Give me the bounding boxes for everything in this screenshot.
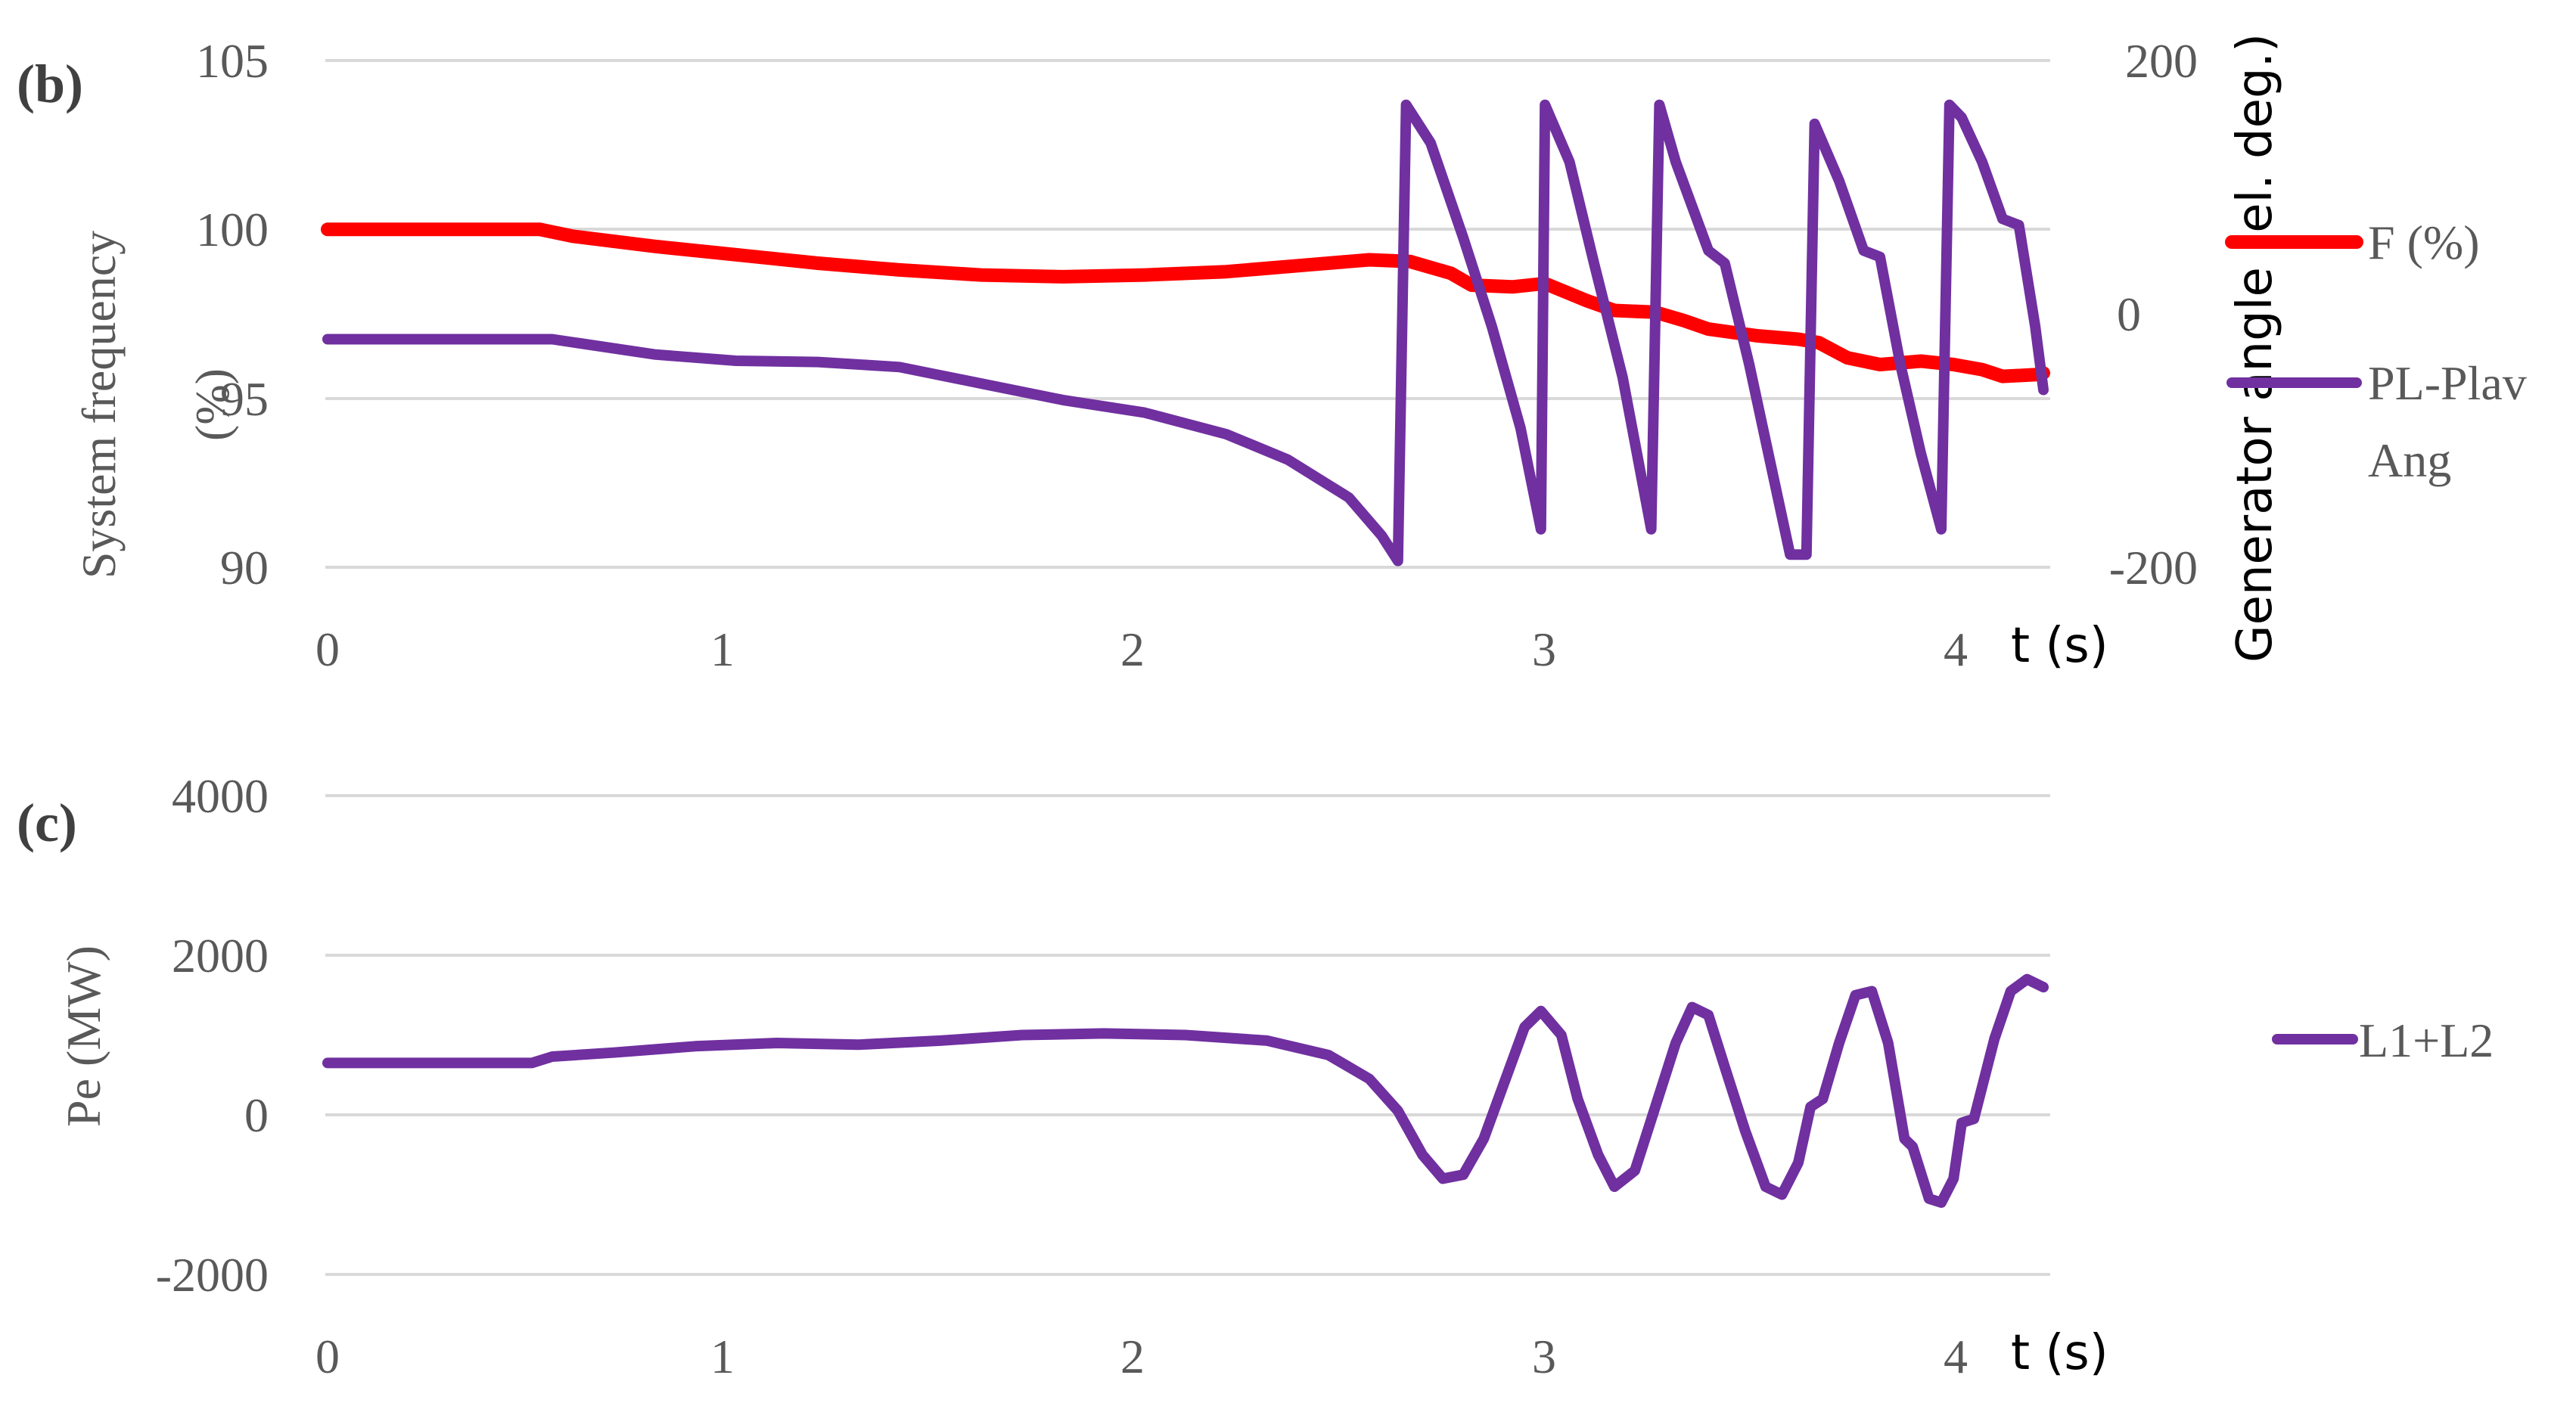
legend-label-angle-line2: Ang (2368, 433, 2451, 487)
chart-b-ylabel-line1: System frequency (72, 231, 126, 579)
legend-label-frequency: F (%) (2368, 216, 2480, 269)
chart-b-ytick: 105 (196, 34, 269, 88)
chart-c-xtick: 3 (1532, 1330, 1556, 1383)
chart-b-xlabel: t (s) (2011, 618, 2108, 674)
chart-b: (b) 105 100 95 90 200 0 -200 0 1 2 3 4 t… (17, 33, 2527, 676)
chart-b-series-angle-line (322, 99, 2049, 566)
chart-c-xlabel: t (s) (2011, 1325, 2108, 1381)
chart-b-legend: F (%) PL-Plav Ang (2225, 216, 2527, 487)
panel-label-c: (c) (17, 793, 77, 853)
panel-label-b: (b) (17, 54, 83, 114)
legend-label-pe: L1+L2 (2359, 1013, 2494, 1067)
chart-b-ytick: 100 (196, 203, 269, 256)
chart-c-ytick: 4000 (172, 769, 269, 823)
chart-b-gridlines (325, 59, 2050, 569)
chart-b-ytick: 95 (220, 372, 269, 426)
legend-label-angle-line1: PL-Plav (2368, 356, 2527, 410)
chart-b-xtick: 1 (710, 622, 735, 676)
chart-b-y2label: Generator angle (el. deg.) (2227, 33, 2283, 663)
chart-b-ytick: 90 (220, 541, 269, 594)
chart-c: (c) 4000 2000 0 -2000 0 1 2 3 4 t (s) Pe… (17, 769, 2494, 1383)
chart-c-gridlines (325, 794, 2050, 1276)
chart-c-xtick: 2 (1120, 1330, 1145, 1383)
chart-c-xtick: 4 (1944, 1330, 1968, 1383)
chart-c-ytick: -2000 (156, 1248, 269, 1302)
chart-c-xtick: 1 (710, 1330, 735, 1383)
chart-b-xtick: 4 (1944, 622, 1968, 676)
chart-b-y2tick: -200 (2109, 541, 2198, 594)
chart-c-series-pe-line (322, 973, 2049, 1208)
chart-b-xtick: 3 (1532, 622, 1556, 676)
chart-c-ytick: 2000 (172, 929, 269, 982)
chart-b-ylabel-line2: (%) (185, 368, 239, 441)
chart-b-y2tick: 200 (2125, 34, 2198, 88)
chart-c-ylabel: Pe (MW) (57, 945, 110, 1127)
chart-b-xtick: 2 (1120, 622, 1145, 676)
chart-b-y2tick: 0 (2117, 287, 2141, 341)
chart-c-ytick: 0 (244, 1088, 269, 1142)
chart-c-xtick: 0 (315, 1330, 340, 1383)
chart-b-series-frequency-line (321, 222, 2050, 383)
chart-c-legend: L1+L2 (2272, 1013, 2494, 1067)
chart-b-xtick: 0 (315, 622, 340, 676)
